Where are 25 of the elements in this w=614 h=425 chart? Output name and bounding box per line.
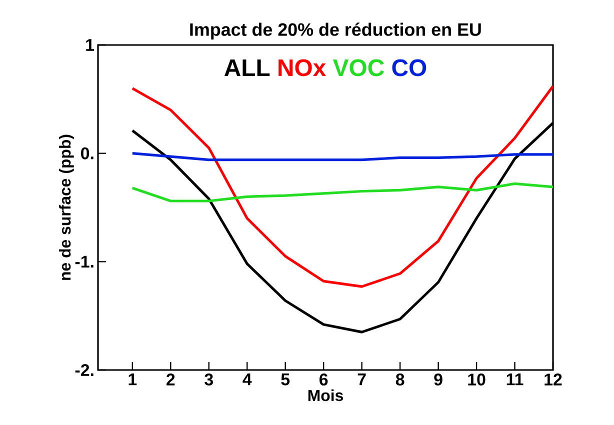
y-tick-label: -1. xyxy=(75,256,94,268)
text: CO xyxy=(392,59,426,76)
x-tick-label: 2 xyxy=(166,374,175,386)
chart-title: Impact de 20% de réduction en EU xyxy=(190,22,481,40)
x-tick-label: 9 xyxy=(434,374,442,386)
y-tick-label: 0. xyxy=(81,147,94,160)
x-tick-label: 8 xyxy=(396,374,404,386)
text: NOx xyxy=(278,59,326,76)
x-tick-label: 5 xyxy=(281,374,290,386)
x-tick-label: 12 xyxy=(544,374,562,386)
line-series xyxy=(131,182,554,202)
x-tick-label: 1 xyxy=(128,374,137,386)
y-tick-label: 1 xyxy=(86,39,94,51)
x-tick-label: 6 xyxy=(320,374,328,386)
x-tick-label: 3 xyxy=(204,374,213,386)
y-tick-label: -2. xyxy=(75,364,94,376)
x-axis-title: Mois xyxy=(308,389,343,402)
line-series xyxy=(131,84,554,288)
text: ALL xyxy=(224,60,270,76)
x-tick-label: 7 xyxy=(358,374,366,386)
y-axis-title: ne de surface (ppb) xyxy=(59,134,74,280)
x-tick-label: 4 xyxy=(242,374,252,386)
text: VOC xyxy=(332,59,384,76)
x-tick-label: 11 xyxy=(506,374,524,386)
x-tick-label: 10 xyxy=(468,374,486,386)
